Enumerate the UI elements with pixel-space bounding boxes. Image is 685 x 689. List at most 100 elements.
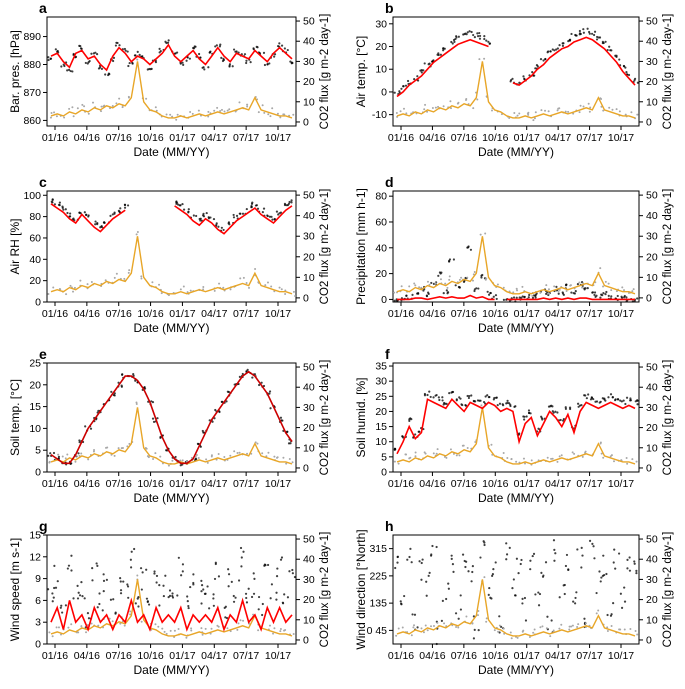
flux-raw-point [64,457,67,460]
raw-point [400,87,403,90]
raw-point [72,597,75,600]
raw-point [534,593,537,596]
raw-point [156,417,159,420]
raw-point [602,554,605,557]
raw-point [293,575,297,579]
flux-raw-point [553,285,556,288]
x-tick-label: 04/17 [201,478,227,490]
flux-raw-point [498,624,501,627]
flux-raw-point [185,460,188,463]
flux-raw-point [420,286,423,289]
raw-point [496,404,499,407]
raw-point [101,609,104,612]
raw-point [521,597,524,600]
raw-point [587,393,590,396]
right-y-tick-label: 20 [646,251,658,263]
raw-point [249,61,252,64]
y-tick-label: 60 [375,216,387,228]
flux-raw-point [395,112,398,115]
flux-raw-point [455,626,458,629]
flux-raw-point [252,613,255,616]
raw-point [88,59,91,63]
raw-point [527,411,531,415]
raw-point [599,296,602,299]
flux-raw-point [458,454,461,457]
raw-point [523,415,526,418]
raw-point [209,50,212,53]
flux-raw-point [209,632,212,635]
flux-raw-point [632,288,635,291]
raw-point [87,214,90,217]
flux-raw-point [228,108,231,111]
raw-point [112,56,116,59]
raw-point [187,208,190,211]
flux-raw-point [579,104,582,107]
raw-point [234,50,237,53]
flux-raw-point [428,283,431,286]
flux-raw-point [473,270,476,273]
raw-point [417,430,420,433]
raw-point [168,589,172,592]
raw-point [179,62,182,65]
raw-point [605,572,608,576]
flux-raw-point [280,288,283,291]
raw-point [574,596,577,600]
flux-raw-point [63,116,66,119]
raw-point [420,578,423,581]
raw-point [623,586,626,589]
raw-point [601,294,604,297]
raw-point [531,554,534,558]
raw-point [69,69,72,73]
raw-point [454,284,457,287]
flux-raw-point [111,104,114,107]
raw-point [450,40,453,44]
y-tick-label: 6 [35,595,41,607]
flux-raw-point [483,57,486,60]
raw-point [181,61,184,64]
raw-point [480,274,483,277]
raw-point [269,407,272,410]
flux-raw-point [549,635,552,638]
flux-raw-point [154,452,157,455]
raw-point [182,63,185,66]
y-tick-label: 3 [35,617,41,629]
raw-point [452,570,455,573]
raw-point [442,403,445,406]
raw-point [167,39,170,42]
flux-raw-point [600,452,603,455]
flux-raw-point [158,283,161,286]
raw-point [426,393,429,397]
x-axis-title: Date (MM/YY) [478,321,554,335]
raw-point [140,588,143,591]
flux-raw-point [248,286,251,289]
x-tick-label: 04/17 [545,132,571,144]
y-axis-title: Soil temp. [°C] [8,379,22,456]
flux-raw-point [471,279,474,282]
chart-panel-h: h 01/16 04/16 07/16 10/16 01/17 04/17 07/17 10/1… [354,518,674,677]
y-tick-label: 20 [29,379,41,391]
flux-raw-point [471,622,474,625]
right-y-tick-label: 0 [303,116,309,128]
raw-point [225,616,229,620]
raw-point [122,580,125,583]
raw-point [81,595,84,598]
raw-point [58,204,61,207]
raw-point [555,48,558,51]
raw-point [468,394,471,398]
raw-point [162,584,165,587]
raw-point [192,583,195,586]
raw-point [95,562,98,565]
raw-point [79,44,82,48]
raw-point [261,602,264,606]
flux-raw-point [560,623,563,626]
raw-point [498,631,501,634]
raw-point [70,569,73,572]
raw-point [515,296,518,299]
raw-point [488,42,492,45]
raw-point [582,28,585,31]
raw-point [627,73,631,77]
raw-point [273,53,277,56]
flux-raw-point [226,109,229,112]
raw-point [240,556,243,559]
raw-point [529,559,532,562]
